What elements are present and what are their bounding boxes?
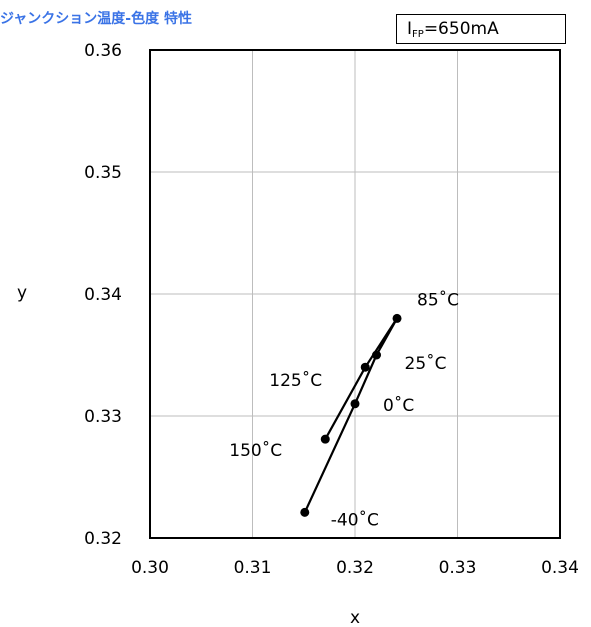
- data-point: [350, 399, 360, 409]
- point-label: 0˚C: [383, 395, 414, 416]
- series: [300, 313, 402, 517]
- x-tick-labels: 0.30 0.31 0.32 0.33 0.34: [131, 558, 579, 578]
- x-tick-label: 0.31: [234, 558, 272, 578]
- point-label: -40˚C: [331, 509, 379, 530]
- point-label: 85˚C: [417, 289, 459, 310]
- point-labels: -40˚C 0˚C 25˚C 85˚C 125˚C 150˚C: [229, 289, 459, 530]
- y-tick-labels: 0.32 0.33 0.34 0.35 0.36: [84, 41, 122, 549]
- x-axis-label: x: [350, 608, 360, 627]
- series-line: [303, 317, 399, 513]
- condition-value: =650mA: [423, 19, 499, 39]
- y-tick-label: 0.34: [84, 285, 122, 305]
- data-point: [300, 507, 310, 517]
- condition-box: IFP=650mA: [396, 14, 566, 44]
- y-tick-label: 0.32: [84, 529, 122, 549]
- point-label: 150˚C: [229, 440, 282, 461]
- x-tick-label: 0.33: [439, 558, 477, 578]
- x-tick-label: 0.34: [541, 558, 579, 578]
- condition-symbol: I: [407, 19, 413, 39]
- y-tick-label: 0.33: [84, 407, 122, 427]
- data-point: [372, 350, 382, 360]
- point-label: 25˚C: [405, 353, 447, 374]
- data-point: [360, 362, 370, 372]
- point-label: 125˚C: [269, 370, 322, 391]
- grid: [150, 50, 560, 538]
- condition-subscript: FP: [412, 29, 424, 40]
- data-point: [320, 434, 330, 444]
- y-axis-label: y: [17, 283, 27, 303]
- x-tick-label: 0.32: [336, 558, 374, 578]
- data-point: [392, 313, 402, 323]
- chart-title: ジャンクション温度-色度 特性: [0, 11, 192, 27]
- y-tick-label: 0.35: [84, 163, 122, 183]
- y-tick-label: 0.36: [84, 41, 122, 61]
- x-tick-label: 0.30: [131, 558, 169, 578]
- plot-area-frame: [149, 49, 561, 539]
